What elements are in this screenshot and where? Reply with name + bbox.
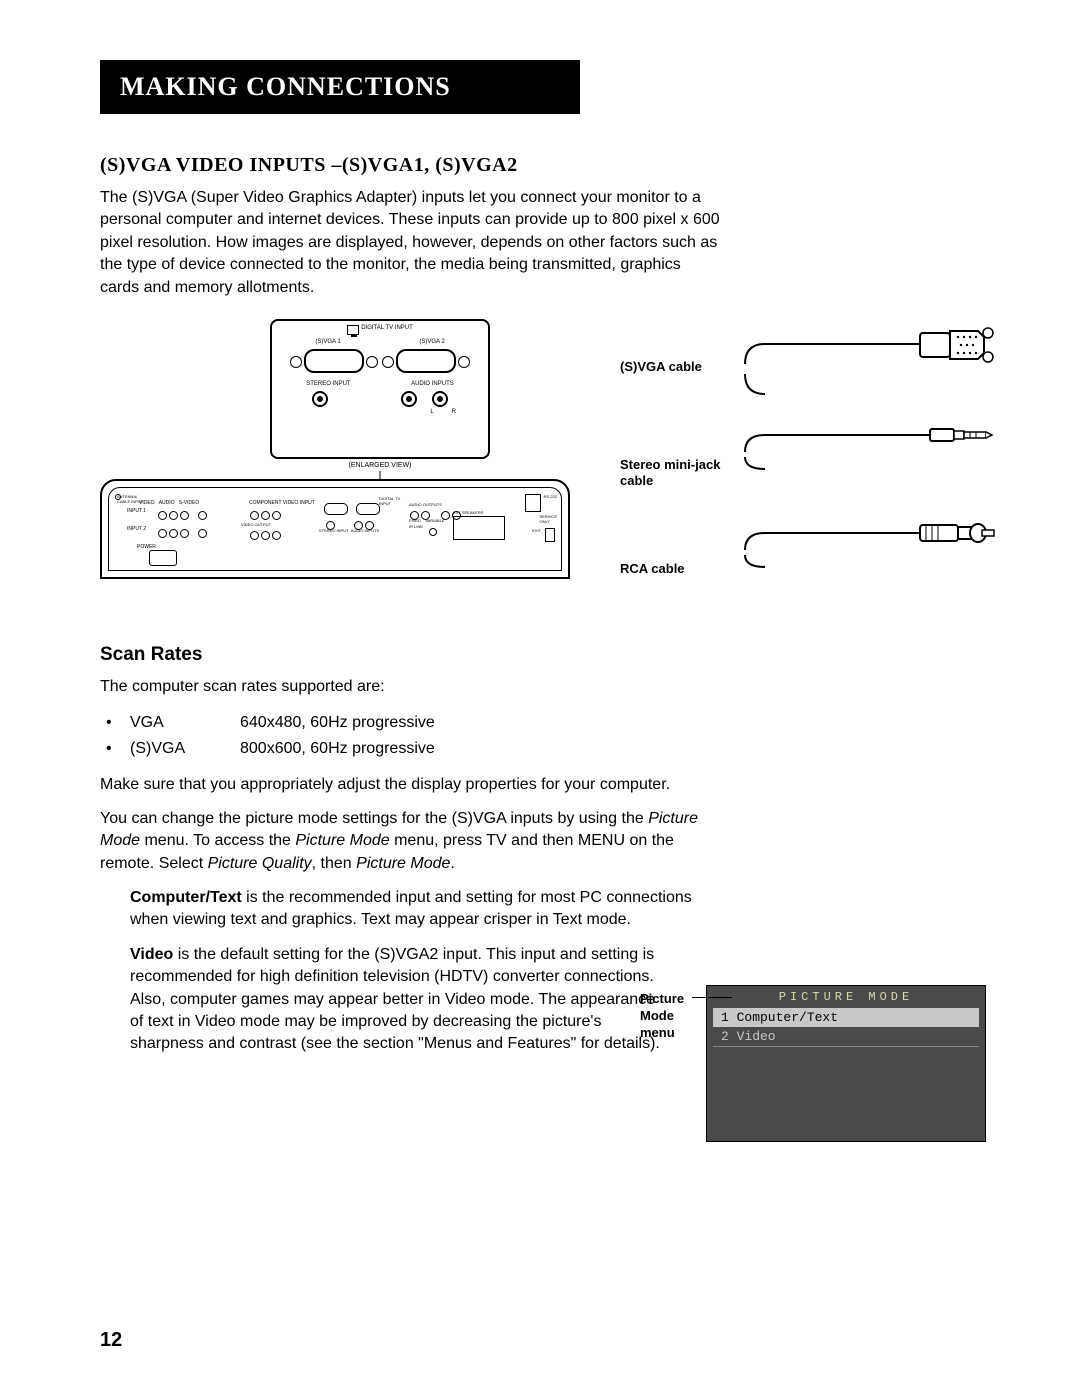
svga-cable-icon	[740, 319, 1000, 399]
callout-line	[692, 997, 732, 998]
computer-text-paragraph: Computer/Text is the recommended input a…	[130, 887, 710, 932]
enlarged-view-panel: DIGITAL TV INPUT (S)VGA 1 (S)VGA 2 STERE…	[270, 319, 490, 459]
audio-jack-icon	[401, 391, 417, 407]
svga1-label: (S)VGA 1	[315, 339, 340, 345]
scan-rate-row: • (S)VGA 800x600, 60Hz progressive	[100, 736, 720, 762]
scan-rate-label: (S)VGA	[130, 736, 240, 762]
vga-port-icon	[304, 349, 364, 373]
picture-mode-paragraph: You can change the picture mode settings…	[100, 808, 720, 875]
minijack-cable-icon	[740, 417, 1000, 477]
svga-cable-label: (S)VGA cable	[620, 359, 730, 375]
picture-mode-menu-screenshot: Picture Mode menu PICTURE MODE 1 Compute…	[640, 985, 1010, 1142]
osd-menu-title: PICTURE MODE	[707, 986, 985, 1008]
page-number: 12	[100, 1329, 122, 1352]
back-panel-diagram: VIDEO AUDIO S-VIDEO INPUT 1 INPUT 2 ANTE…	[100, 479, 570, 579]
audio-l-label: L	[430, 409, 433, 415]
osd-menu-box: PICTURE MODE 1 Computer/Text 2 Video	[706, 985, 986, 1142]
audio-jack-icon	[432, 391, 448, 407]
digital-tv-label: DIGITAL TV INPUT	[361, 325, 413, 331]
osd-menu-item: 2 Video	[713, 1027, 979, 1047]
adjust-note: Make sure that you appropriately adjust …	[100, 774, 720, 796]
minijack-cable-label: Stereo mini-jack cable	[620, 457, 730, 488]
section-heading: (S)VGA VIDEO INPUTS –(S)VGA1, (S)VGA2	[100, 154, 1010, 177]
bullet-icon: •	[100, 710, 130, 736]
section-intro: The (S)VGA (Super Video Graphics Adapter…	[100, 187, 720, 299]
connection-diagram: DIGITAL TV INPUT (S)VGA 1 (S)VGA 2 STERE…	[100, 319, 1000, 619]
scan-rate-label: VGA	[130, 710, 240, 736]
svga2-label: (S)VGA 2	[419, 339, 444, 345]
audio-r-label: R	[452, 409, 456, 415]
vga-port-icon	[396, 349, 456, 373]
rca-cable-icon	[740, 515, 1000, 575]
osd-menu-item-selected: 1 Computer/Text	[713, 1008, 979, 1027]
bullet-icon: •	[100, 736, 130, 762]
monitor-icon	[347, 325, 359, 335]
scan-rate-value: 640x480, 60Hz progressive	[240, 710, 720, 736]
audio-jack-icon	[312, 391, 328, 407]
cable-illustrations: (S)VGA cable Stereo mini-jack cable	[620, 319, 1000, 613]
video-paragraph: Video is the default setting for the (S)…	[130, 944, 670, 1056]
scan-rates-heading: Scan Rates	[100, 644, 1010, 666]
enlarged-view-caption: (ENLARGED VIEW)	[348, 462, 411, 469]
scan-rates-intro: The computer scan rates supported are:	[100, 676, 720, 698]
menu-caption: Picture Mode menu	[640, 985, 706, 1142]
rca-cable-label: RCA cable	[620, 561, 730, 577]
page-title-bar: Making Connections	[100, 60, 580, 114]
scan-rate-value: 800x600, 60Hz progressive	[240, 736, 720, 762]
scan-rate-row: • VGA 640x480, 60Hz progressive	[100, 710, 720, 736]
